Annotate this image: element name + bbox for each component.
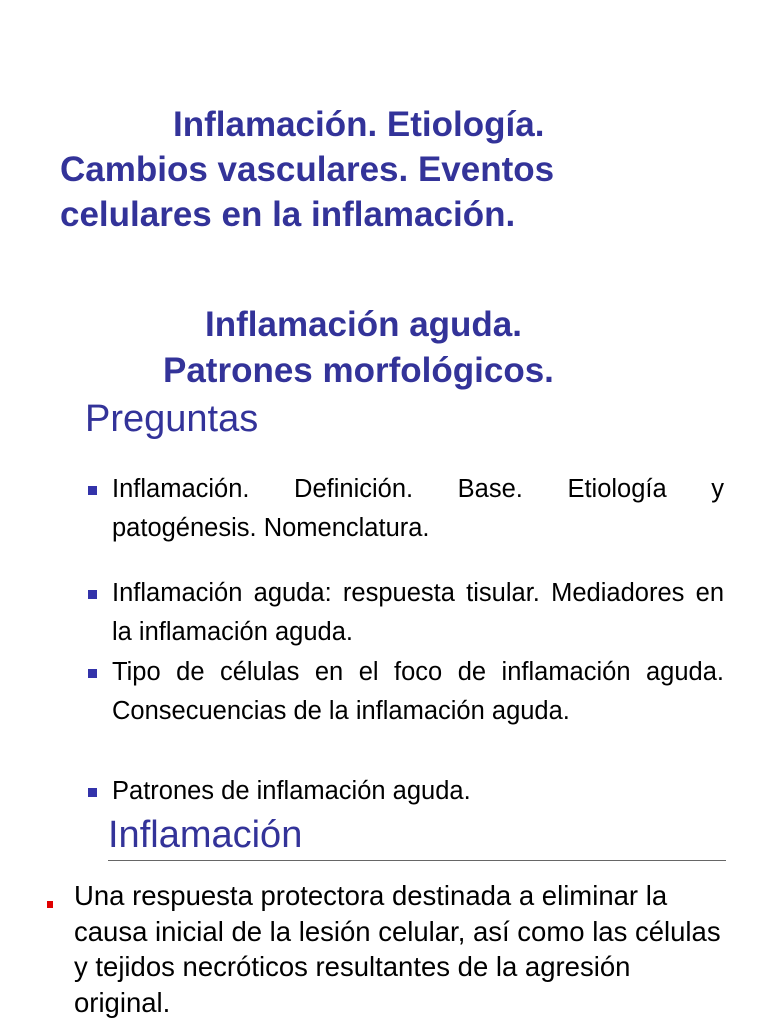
subtitle-line-1: Inflamación aguda. — [205, 305, 522, 344]
question-item: Tipo de células en el foco de inflamació… — [112, 658, 724, 725]
bullet-icon — [88, 788, 97, 797]
questions-heading: Preguntas — [85, 398, 259, 440]
question-item: Patrones de inflamación aguda. — [112, 777, 471, 805]
divider — [108, 860, 726, 861]
bullet-icon — [88, 669, 97, 678]
title-line-1: Inflamación. Etiología. — [173, 105, 545, 144]
bullet-icon — [88, 590, 97, 599]
bullet-icon — [47, 901, 53, 908]
title-line-2: Cambios vasculares. Eventos — [60, 150, 555, 189]
definition-text: Una respuesta protectora destinada a eli… — [74, 880, 721, 1018]
question-item: Inflamación aguda: respuesta tisular. Me… — [112, 579, 724, 646]
title-line-3: celulares en la inflamación. — [60, 195, 516, 234]
bullet-icon — [88, 486, 97, 495]
subtitle-line-2: Patrones morfológicos. — [163, 351, 554, 390]
question-item: Inflamación. Definición. Base. Etiología… — [112, 475, 724, 542]
definition-heading: Inflamación — [108, 814, 303, 856]
